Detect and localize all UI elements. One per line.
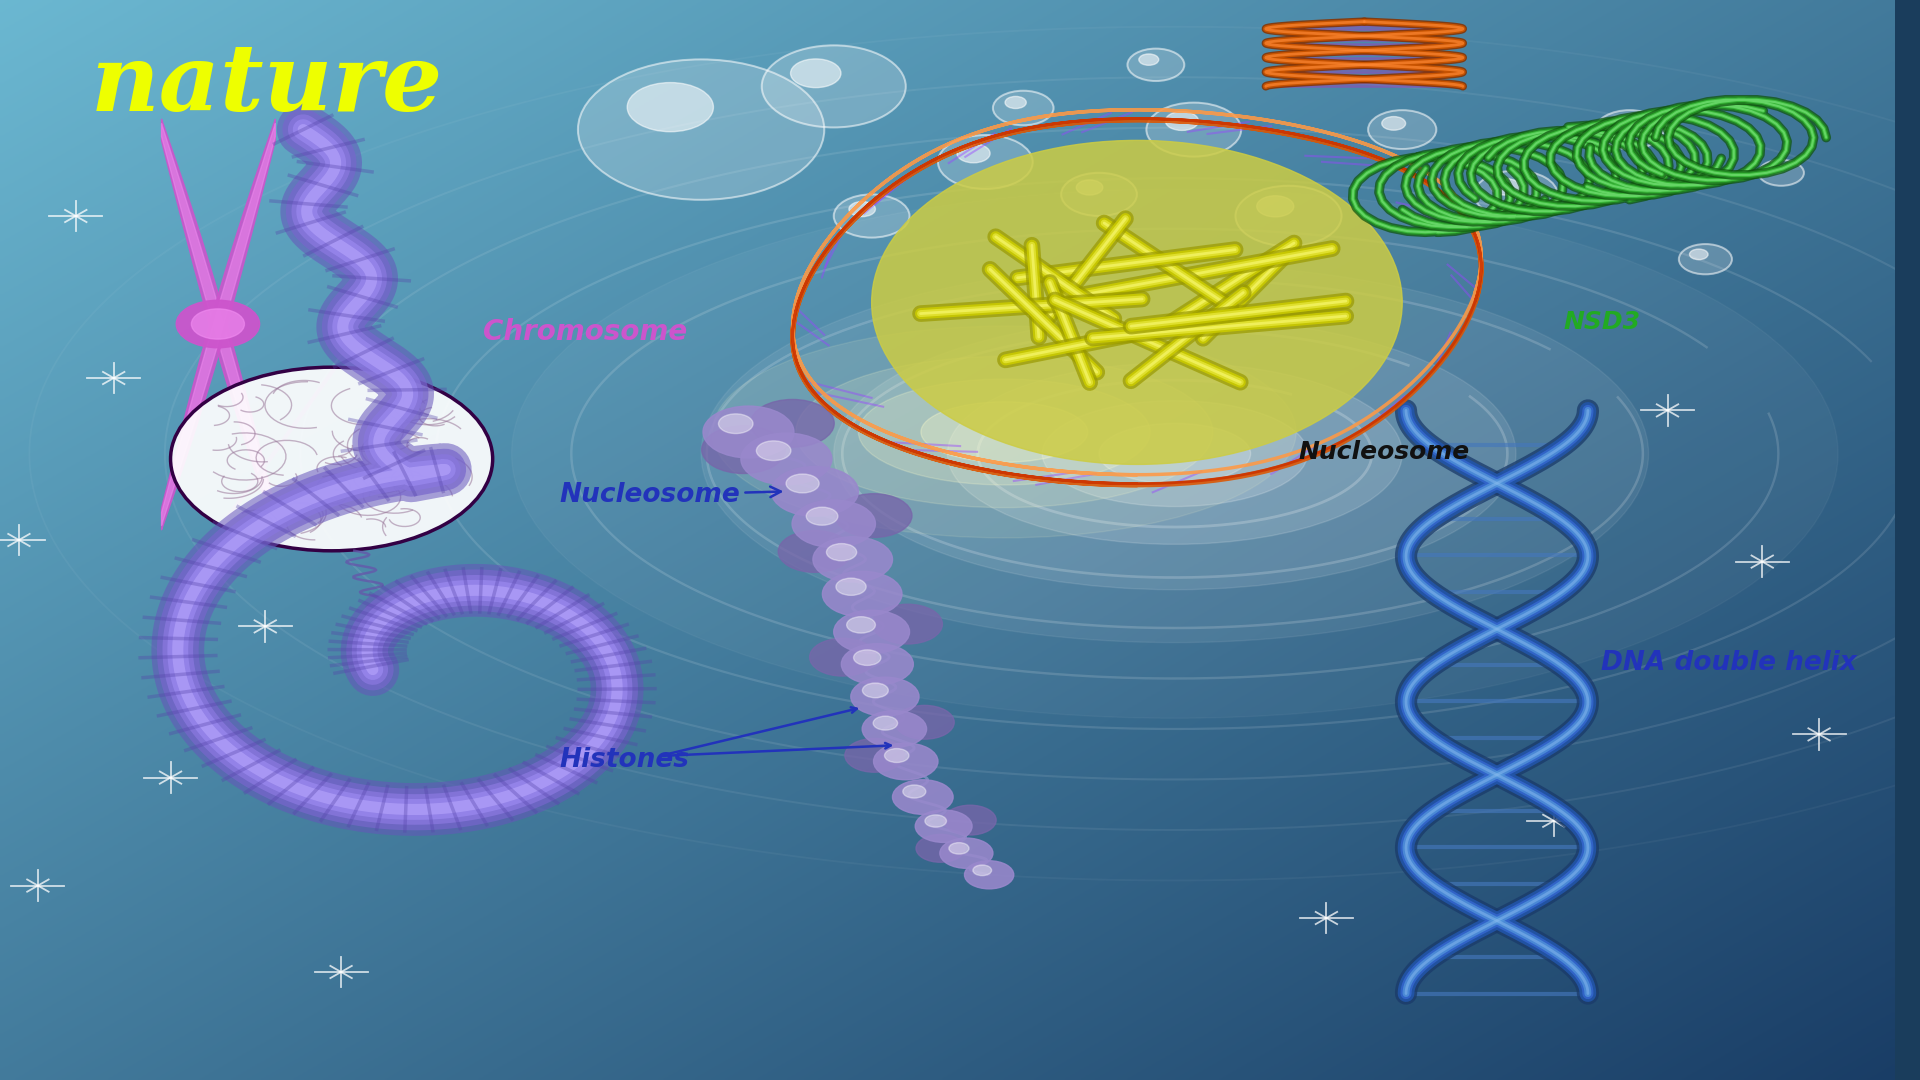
Circle shape — [793, 500, 876, 548]
Circle shape — [762, 45, 906, 127]
Circle shape — [772, 467, 858, 516]
Ellipse shape — [1043, 401, 1308, 507]
Ellipse shape — [833, 318, 1517, 590]
Circle shape — [851, 677, 920, 716]
Circle shape — [973, 865, 991, 876]
Ellipse shape — [712, 326, 1296, 538]
Circle shape — [192, 309, 244, 339]
Ellipse shape — [797, 356, 1213, 508]
Circle shape — [810, 638, 876, 676]
Circle shape — [874, 743, 939, 780]
Circle shape — [874, 716, 899, 730]
Circle shape — [895, 705, 954, 739]
Circle shape — [1475, 171, 1557, 218]
Circle shape — [964, 861, 1014, 889]
Circle shape — [948, 842, 970, 854]
Text: Histones: Histones — [559, 746, 689, 773]
Text: DNA double helix: DNA double helix — [1601, 649, 1857, 676]
Circle shape — [885, 748, 908, 762]
Circle shape — [718, 414, 753, 433]
Ellipse shape — [872, 140, 1402, 464]
Circle shape — [1768, 164, 1784, 173]
Ellipse shape — [858, 379, 1150, 485]
Text: Nucleosome: Nucleosome — [1298, 440, 1469, 464]
Circle shape — [1258, 195, 1294, 217]
Circle shape — [862, 683, 889, 698]
Circle shape — [874, 604, 943, 644]
Circle shape — [847, 617, 876, 633]
Circle shape — [849, 202, 876, 217]
Circle shape — [778, 530, 851, 572]
Circle shape — [945, 806, 996, 835]
Circle shape — [1678, 244, 1732, 274]
Circle shape — [1690, 249, 1709, 259]
Circle shape — [826, 543, 856, 561]
Circle shape — [956, 144, 991, 163]
Circle shape — [835, 494, 912, 538]
Circle shape — [835, 578, 866, 595]
Circle shape — [916, 810, 972, 842]
Text: nature: nature — [90, 40, 444, 130]
Circle shape — [1004, 96, 1027, 108]
Circle shape — [1609, 117, 1634, 131]
Circle shape — [1077, 180, 1102, 195]
Circle shape — [177, 300, 259, 348]
Circle shape — [902, 785, 925, 798]
Text: Nucleosome: Nucleosome — [559, 482, 781, 509]
Circle shape — [1382, 117, 1405, 131]
Circle shape — [833, 610, 910, 653]
Circle shape — [1062, 173, 1137, 216]
Circle shape — [812, 537, 893, 582]
Circle shape — [701, 426, 785, 473]
Circle shape — [1492, 178, 1521, 195]
Circle shape — [893, 780, 952, 814]
Circle shape — [833, 194, 910, 238]
Circle shape — [1759, 160, 1805, 186]
Circle shape — [1146, 103, 1240, 157]
Ellipse shape — [922, 402, 1087, 462]
Circle shape — [1596, 110, 1665, 149]
Circle shape — [1127, 49, 1185, 81]
Circle shape — [916, 835, 966, 862]
Circle shape — [578, 59, 824, 200]
Circle shape — [171, 367, 493, 551]
Circle shape — [1165, 111, 1198, 131]
Circle shape — [845, 739, 904, 772]
Circle shape — [822, 571, 902, 617]
Circle shape — [841, 644, 914, 685]
Circle shape — [862, 711, 927, 747]
Circle shape — [1139, 54, 1160, 65]
Ellipse shape — [1098, 423, 1250, 484]
Circle shape — [941, 838, 993, 868]
Circle shape — [806, 508, 837, 525]
Circle shape — [925, 814, 947, 827]
Circle shape — [1369, 110, 1436, 149]
Circle shape — [1235, 186, 1342, 246]
Circle shape — [628, 82, 714, 132]
Circle shape — [756, 441, 791, 460]
Circle shape — [741, 433, 831, 485]
Circle shape — [785, 474, 820, 492]
Text: NSD3: NSD3 — [1563, 310, 1640, 335]
Circle shape — [854, 650, 881, 665]
Circle shape — [939, 135, 1033, 189]
Text: Chromosome: Chromosome — [484, 319, 687, 347]
Circle shape — [703, 406, 795, 458]
Circle shape — [751, 400, 833, 447]
Ellipse shape — [701, 265, 1649, 643]
Circle shape — [791, 59, 841, 87]
Circle shape — [993, 91, 1054, 125]
Ellipse shape — [947, 363, 1402, 544]
